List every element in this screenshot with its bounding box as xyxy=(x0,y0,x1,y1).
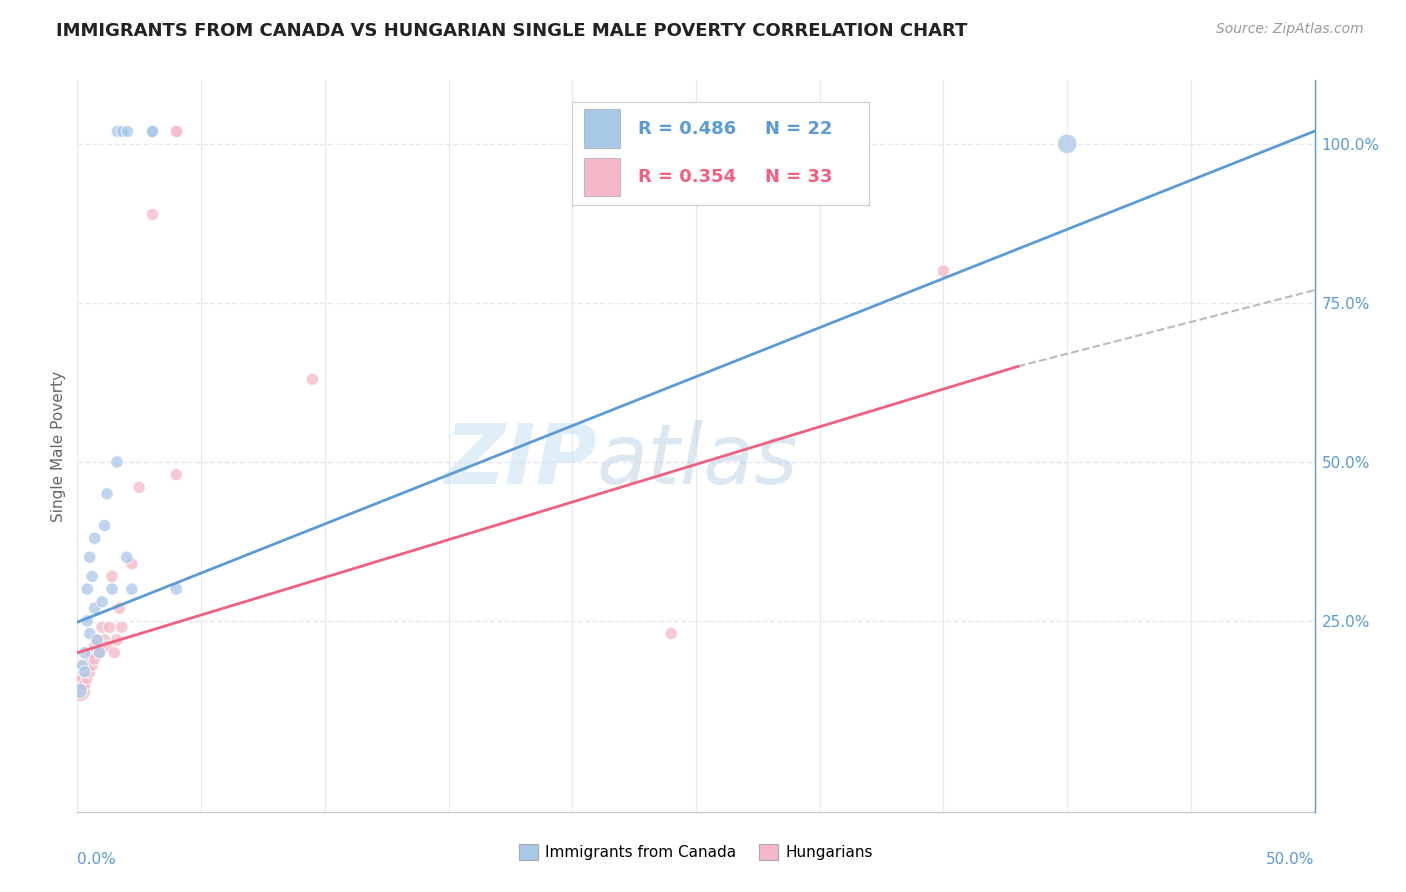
Point xyxy=(89,646,111,660)
Text: Source: ZipAtlas.com: Source: ZipAtlas.com xyxy=(1216,22,1364,37)
Point xyxy=(115,550,138,565)
Point xyxy=(72,671,94,685)
Point xyxy=(82,658,104,673)
Point xyxy=(91,595,114,609)
Point xyxy=(101,582,124,596)
Legend: Immigrants from Canada, Hungarians: Immigrants from Canada, Hungarians xyxy=(513,838,879,866)
Point xyxy=(76,658,98,673)
Point xyxy=(76,582,98,596)
Point xyxy=(121,582,143,596)
Point xyxy=(141,124,163,138)
Point xyxy=(98,620,121,634)
Point xyxy=(165,124,187,138)
Point xyxy=(79,652,101,666)
Point xyxy=(83,640,105,654)
Point xyxy=(105,124,128,138)
Point xyxy=(73,665,96,679)
Point xyxy=(69,684,91,698)
Point xyxy=(128,480,150,494)
Point xyxy=(73,658,96,673)
Point xyxy=(83,652,105,666)
Point xyxy=(73,665,96,679)
Text: atlas: atlas xyxy=(598,420,799,501)
Text: N = 33: N = 33 xyxy=(765,168,832,186)
Point xyxy=(76,614,98,628)
Point xyxy=(83,531,105,545)
Point xyxy=(165,582,187,596)
Point xyxy=(82,646,104,660)
Bar xyxy=(583,110,620,148)
Text: 50.0%: 50.0% xyxy=(1267,852,1315,867)
Point xyxy=(111,124,134,138)
Point xyxy=(165,467,187,482)
Point xyxy=(69,671,91,685)
Point xyxy=(72,658,94,673)
Point xyxy=(141,207,163,221)
Point xyxy=(108,601,131,615)
Point xyxy=(121,557,143,571)
Text: IMMIGRANTS FROM CANADA VS HUNGARIAN SINGLE MALE POVERTY CORRELATION CHART: IMMIGRANTS FROM CANADA VS HUNGARIAN SING… xyxy=(56,22,967,40)
Text: 0.0%: 0.0% xyxy=(77,852,117,867)
Text: N = 22: N = 22 xyxy=(765,120,832,138)
Point xyxy=(76,671,98,685)
Point xyxy=(659,626,682,640)
Point xyxy=(101,569,124,583)
Y-axis label: Single Male Poverty: Single Male Poverty xyxy=(51,370,66,522)
Point xyxy=(72,677,94,691)
Point xyxy=(1056,136,1078,151)
Point xyxy=(93,518,115,533)
Point xyxy=(86,632,108,647)
Point xyxy=(105,632,128,647)
Point xyxy=(93,632,115,647)
Point xyxy=(73,646,96,660)
Text: R = 0.486: R = 0.486 xyxy=(637,120,735,138)
Point xyxy=(103,646,125,660)
Point xyxy=(89,646,111,660)
Point xyxy=(96,486,118,500)
Point xyxy=(79,626,101,640)
Point xyxy=(932,264,955,278)
Point xyxy=(141,124,163,138)
Point xyxy=(115,124,138,138)
Point xyxy=(79,665,101,679)
Point xyxy=(83,601,105,615)
Point xyxy=(82,569,104,583)
Point xyxy=(69,684,91,698)
Point xyxy=(165,124,187,138)
Point xyxy=(111,620,134,634)
Point xyxy=(105,455,128,469)
Point xyxy=(79,550,101,565)
Point xyxy=(301,372,323,386)
Point xyxy=(96,640,118,654)
Point xyxy=(69,677,91,691)
Point xyxy=(91,620,114,634)
Bar xyxy=(583,158,620,196)
Point xyxy=(73,677,96,691)
Point xyxy=(86,632,108,647)
Text: R = 0.354: R = 0.354 xyxy=(637,168,735,186)
Text: ZIP: ZIP xyxy=(444,420,598,501)
